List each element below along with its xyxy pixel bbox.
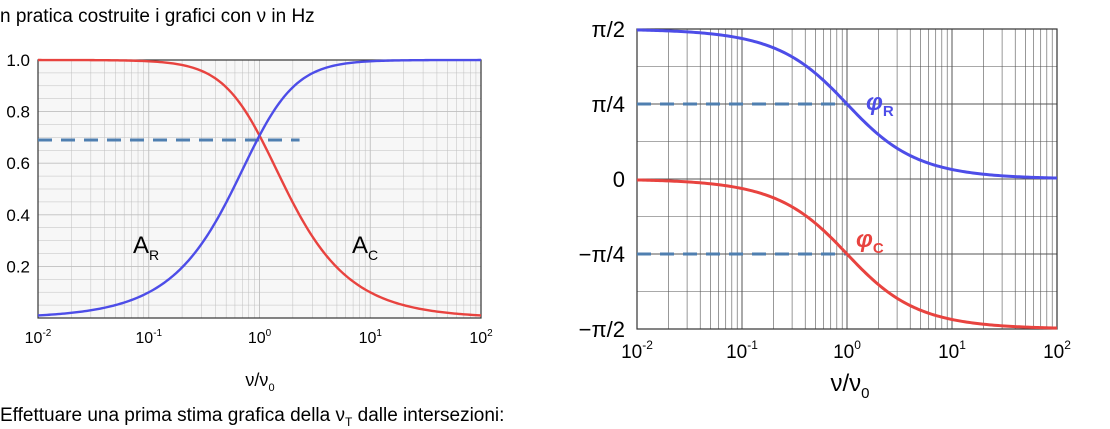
right-x-tick-label: 102 [1043,338,1071,363]
left-x-axis-label: ν/ν0 [245,370,274,394]
left-x-tick-label: 10-2 [25,328,52,347]
right-x-tick-label: 100 [833,338,861,363]
left-grid [37,60,481,318]
right-series-phi-c-line [636,178,1058,330]
left-x-tick-label: 102 [469,328,493,347]
phi-c-label: φC [856,226,884,257]
ar-label: AR [133,232,159,263]
left-y-tick-label: 0.8 [6,103,30,122]
left-x-tick-label: 101 [359,328,383,347]
left-plot-frame [37,59,482,319]
right-series-phi-r-line [636,28,1058,180]
phi-r-label: φR [866,89,894,120]
left-y-tick-label: 1.0 [6,51,30,70]
left-y-tick-label: 0.4 [6,206,30,225]
left-series-ac-line [37,58,481,317]
right-x-tick-label: 101 [938,338,966,363]
left-series [37,58,482,317]
footer-subscript: T [345,414,353,429]
left-x-ticks: 10-2 10-1 100 101 102 [25,328,493,347]
ac-label: AC [352,232,378,263]
left-y-tick-label: 0.2 [6,257,30,276]
footer-main-text: Effettuare una prima stima grafica della… [0,405,345,426]
footer-text: Effettuare una prima stima grafica della… [0,405,504,429]
right-y-tick-label: 0 [613,167,625,192]
left-x-tick-label: 10-1 [135,328,162,347]
right-x-axis-label: ν/ν0 [830,370,869,402]
right-y-tick-label: π/4 [591,92,625,117]
footer-suffix-text: dalle intersezioni: [352,405,505,426]
left-y-ticks: 1.0 0.8 0.6 0.4 0.2 [6,51,30,276]
right-y-tick-label: π/2 [591,17,625,42]
left-x-tick-label: 100 [248,328,272,347]
amplitude-chart: 1.0 0.8 0.6 0.4 0.2 10-2 10-1 100 101 102 ν/ν0 A… [6,51,493,394]
right-series [636,28,1058,330]
right-grid [636,29,1057,329]
right-y-tick-label: −π/2 [579,317,625,342]
right-x-tick-label: 10-1 [726,338,758,363]
phase-chart: π/2 π/4 0 −π/4 −π/2 10-2 10-1 100 101 102 ν/ν0 φ… [579,17,1072,402]
right-x-ticks: 10-2 10-1 100 101 102 [621,338,1071,363]
header-text: n pratica costruite i grafici con ν in H… [0,6,315,27]
right-plot-frame [636,28,1058,330]
right-y-tick-label: −π/4 [579,242,625,267]
right-x-tick-label: 10-2 [621,338,653,363]
left-y-tick-label: 0.6 [6,154,30,173]
right-y-ticks: π/2 π/4 0 −π/4 −π/2 [579,17,625,342]
